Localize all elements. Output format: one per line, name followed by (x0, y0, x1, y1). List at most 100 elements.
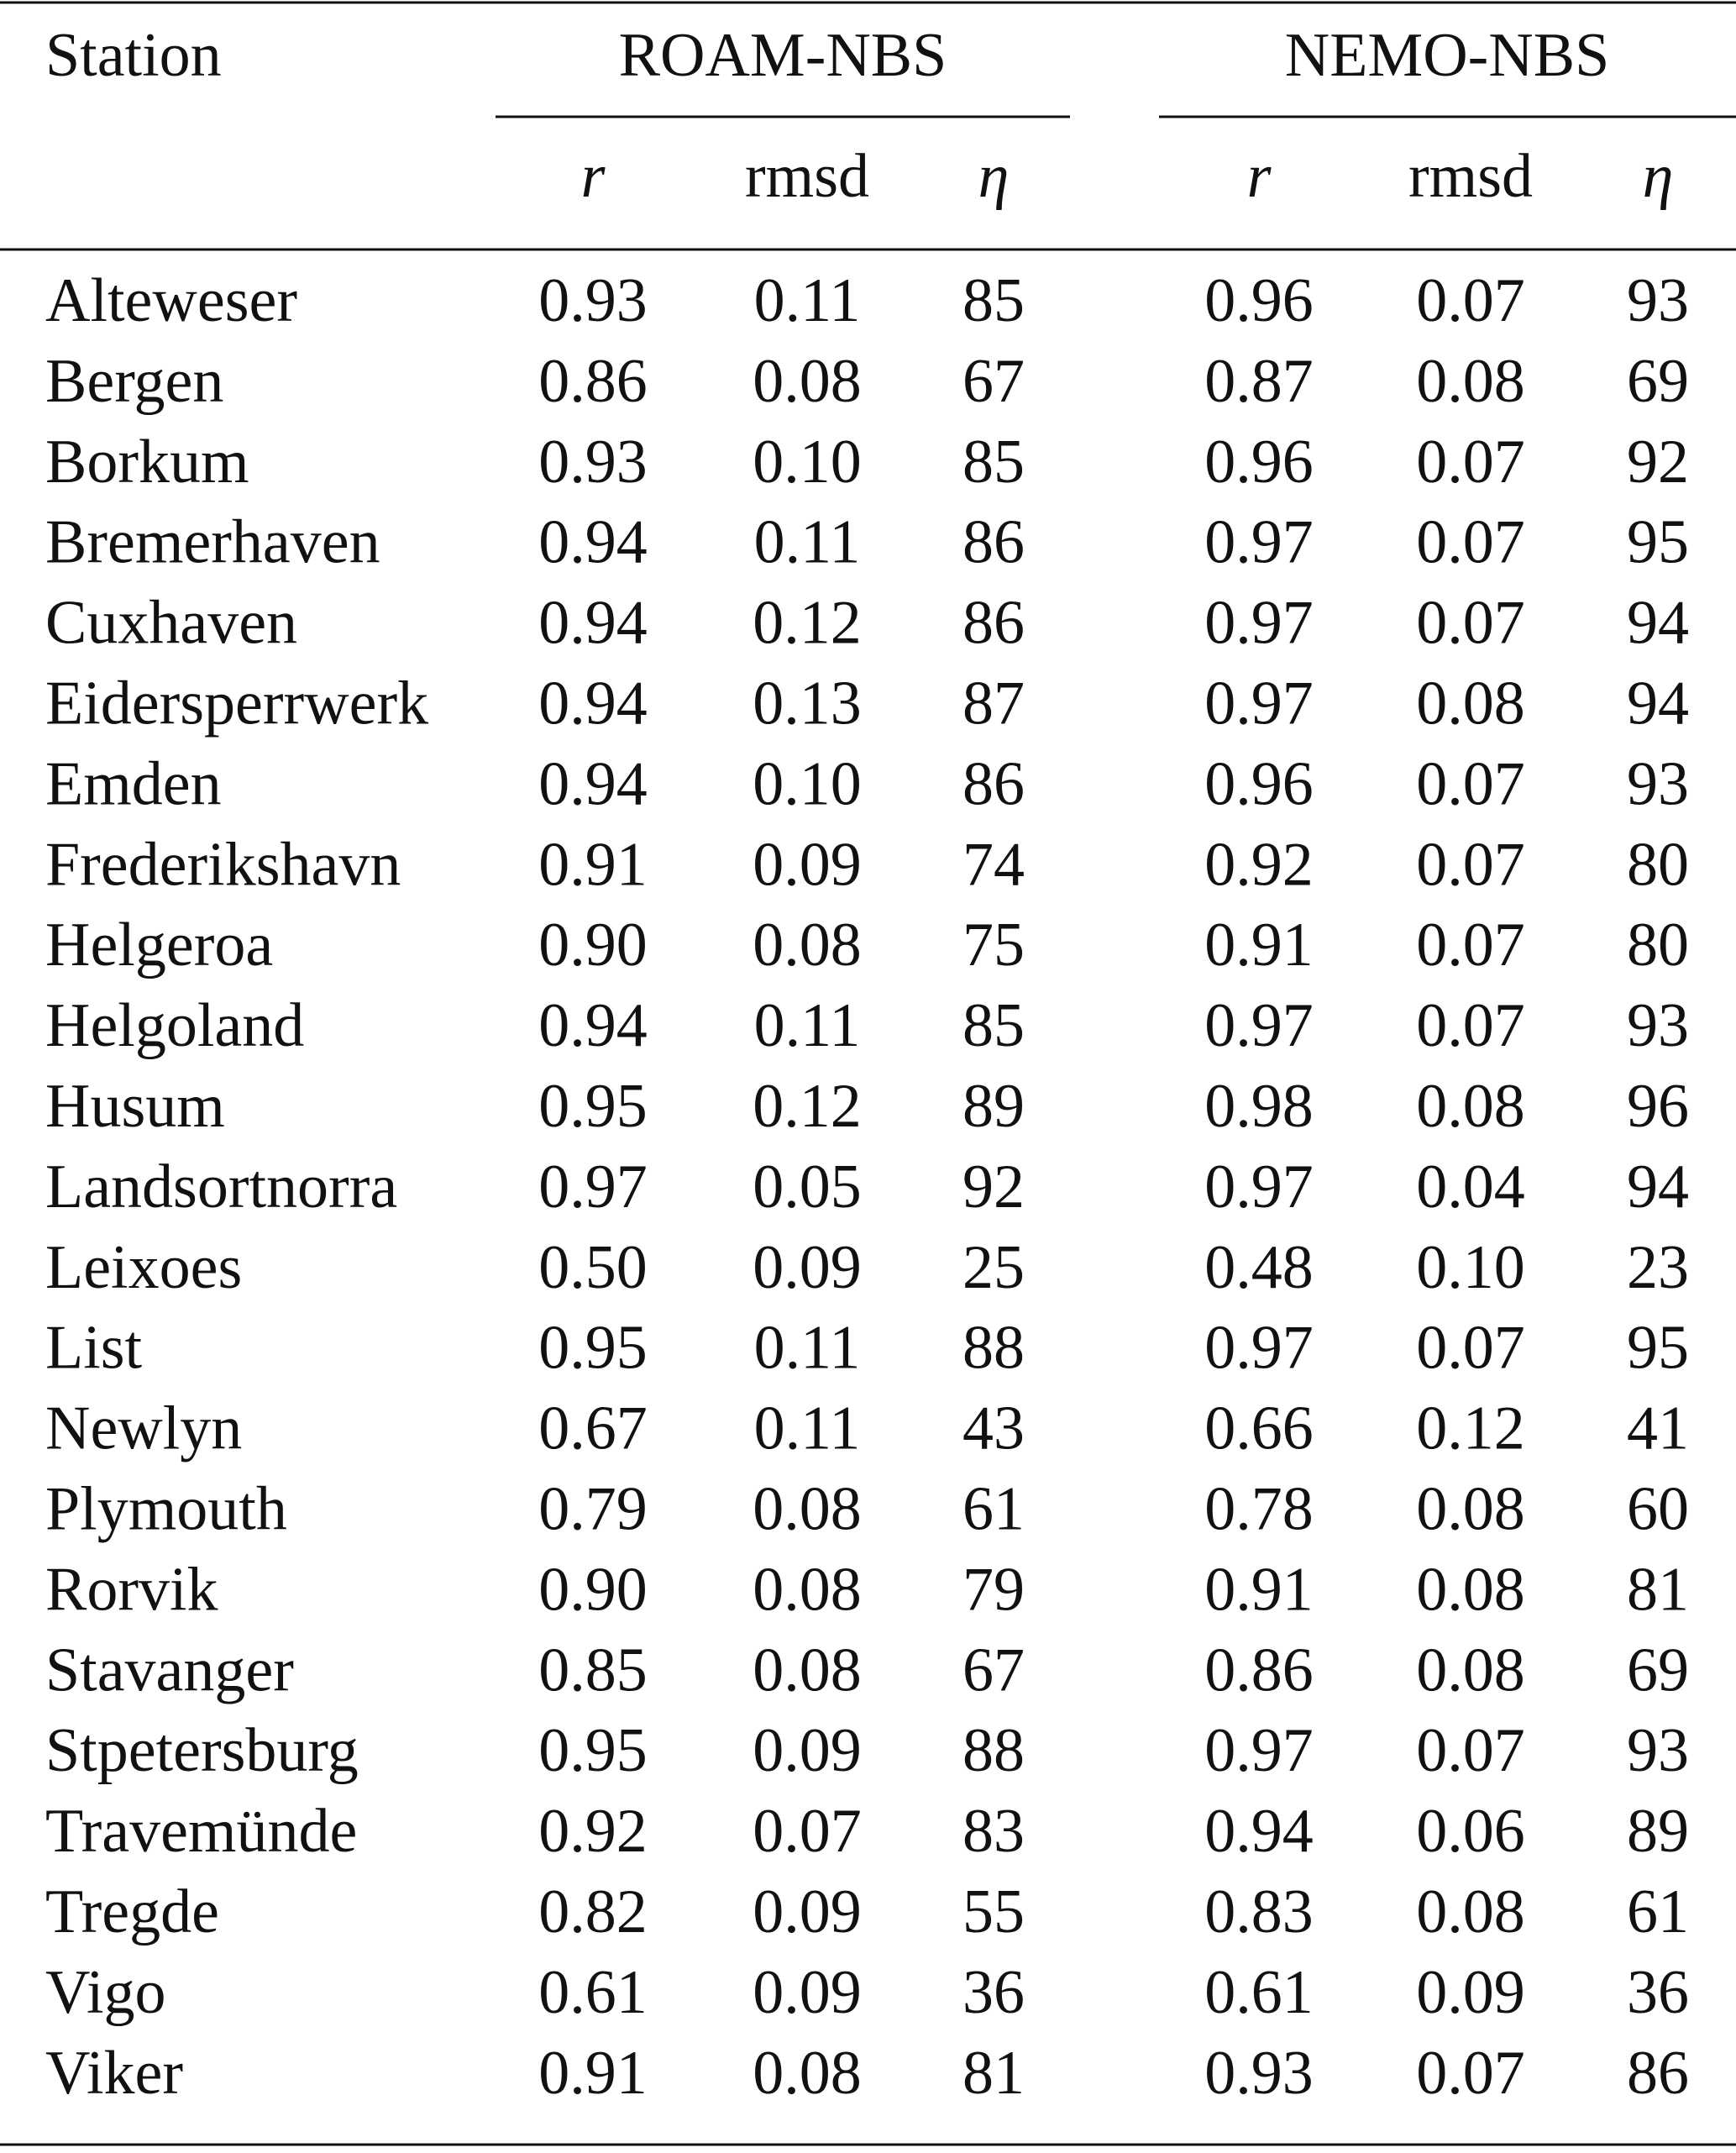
station-name: Tregde (45, 1877, 219, 1946)
station-name: Stpetersburg (45, 1716, 359, 1785)
cell-value: 0.79 (538, 1474, 648, 1543)
station-name: Landsortnorra (45, 1153, 397, 1221)
cell-value: 0.08 (753, 1474, 862, 1543)
cell-value: 0.94 (538, 749, 648, 818)
cell-value: 0.07 (1416, 830, 1525, 899)
cell-value: 0.08 (1416, 1555, 1525, 1624)
cell-value: 0.61 (538, 1958, 648, 2027)
cell-value: 0.05 (753, 1153, 862, 1221)
cell-value: 0.82 (538, 1877, 648, 1946)
cell-value: 61 (962, 1474, 1025, 1543)
cell-value: 0.94 (538, 508, 648, 577)
cell-value: 0.06 (1416, 1797, 1525, 1866)
cell-value: 94 (1627, 669, 1689, 738)
cell-value: 89 (1627, 1797, 1689, 1866)
group-header: NEMO-NBS (1285, 21, 1609, 90)
cell-value: 0.83 (1204, 1877, 1314, 1946)
cell-value: 69 (1627, 347, 1689, 416)
cell-value: 0.61 (1204, 1958, 1314, 2027)
station-name: Stavanger (45, 1636, 294, 1704)
station-name: Bergen (45, 347, 223, 416)
cell-value: 0.97 (1204, 669, 1314, 738)
subheader: rmsd (745, 142, 869, 211)
cell-value: 25 (962, 1233, 1025, 1302)
station-name: Husum (45, 1072, 225, 1141)
station-name: Helgeroa (45, 911, 273, 979)
cell-value: 0.07 (1416, 911, 1525, 979)
cell-value: 85 (962, 266, 1025, 335)
cell-value: 0.67 (538, 1394, 648, 1463)
cell-value: 0.12 (753, 1072, 862, 1141)
header-station: Station (45, 21, 222, 90)
cell-value: 0.08 (1416, 669, 1525, 738)
cell-value: 0.08 (753, 347, 862, 416)
cell-value: 0.96 (1204, 428, 1314, 496)
cell-value: 83 (962, 1797, 1025, 1866)
cell-value: 0.48 (1204, 1233, 1314, 1302)
cell-value: 0.09 (753, 1958, 862, 2027)
cell-value: 0.09 (753, 830, 862, 899)
cell-value: 75 (962, 911, 1025, 979)
cell-value: 93 (1627, 991, 1689, 1060)
cell-value: 0.93 (538, 266, 648, 335)
station-name: Bremerhaven (45, 508, 380, 577)
cell-value: 86 (962, 749, 1025, 818)
cell-value: 79 (962, 1555, 1025, 1624)
station-name: Borkum (45, 428, 249, 496)
cell-value: 0.94 (1204, 1797, 1314, 1866)
cell-value: 0.07 (1416, 508, 1525, 577)
cell-value: 0.11 (754, 991, 861, 1060)
cell-value: 0.87 (1204, 347, 1314, 416)
cell-value: 0.12 (1416, 1394, 1525, 1463)
station-name: Newlyn (45, 1394, 242, 1463)
cell-value: 92 (962, 1153, 1025, 1221)
cell-value: 81 (1627, 1555, 1689, 1624)
cell-value: 0.96 (1204, 266, 1314, 335)
cell-value: 0.07 (1416, 2039, 1525, 2108)
cell-value: 80 (1627, 911, 1689, 979)
cell-value: 69 (1627, 1636, 1689, 1704)
cell-value: 0.09 (753, 1877, 862, 1946)
subheader: η (978, 142, 1010, 211)
station-name: Leixoes (45, 1233, 242, 1302)
subheader: r (1247, 142, 1272, 211)
cell-value: 23 (1627, 1233, 1689, 1302)
cell-value: 0.08 (1416, 347, 1525, 416)
cell-value: 81 (962, 2039, 1025, 2108)
cell-value: 0.10 (1416, 1233, 1525, 1302)
cell-value: 0.94 (538, 589, 648, 658)
cell-value: 0.08 (1416, 1072, 1525, 1141)
subheader: r (581, 142, 606, 211)
cell-value: 85 (962, 991, 1025, 1060)
cell-value: 0.09 (753, 1233, 862, 1302)
station-name: Cuxhaven (45, 589, 297, 658)
cell-value: 0.91 (538, 830, 648, 899)
cell-value: 0.91 (538, 2039, 648, 2108)
cell-value: 67 (962, 347, 1025, 416)
cell-value: 0.93 (538, 428, 648, 496)
cell-value: 0.66 (1204, 1394, 1314, 1463)
cell-value: 93 (1627, 1716, 1689, 1785)
cell-value: 85 (962, 428, 1025, 496)
station-name: Eidersperrwerk (45, 669, 428, 738)
cell-value: 55 (962, 1877, 1025, 1946)
cell-value: 0.86 (538, 347, 648, 416)
cell-value: 0.11 (754, 266, 861, 335)
cell-value: 0.10 (753, 428, 862, 496)
station-name: List (45, 1314, 143, 1383)
cell-value: 0.11 (754, 508, 861, 577)
cell-value: 0.08 (753, 1555, 862, 1624)
cell-value: 0.07 (1416, 1716, 1525, 1785)
cell-value: 0.08 (753, 2039, 862, 2108)
cell-value: 0.50 (538, 1233, 648, 1302)
cell-value: 87 (962, 669, 1025, 738)
cell-value: 36 (1627, 1958, 1689, 2027)
cell-value: 92 (1627, 428, 1689, 496)
subheader: rmsd (1408, 142, 1533, 211)
cell-value: 0.08 (1416, 1877, 1525, 1946)
station-name: Emden (45, 749, 222, 818)
station-name: Helgoland (45, 991, 304, 1060)
cell-value: 0.08 (753, 1636, 862, 1704)
cell-value: 0.95 (538, 1314, 648, 1383)
cell-value: 60 (1627, 1474, 1689, 1543)
